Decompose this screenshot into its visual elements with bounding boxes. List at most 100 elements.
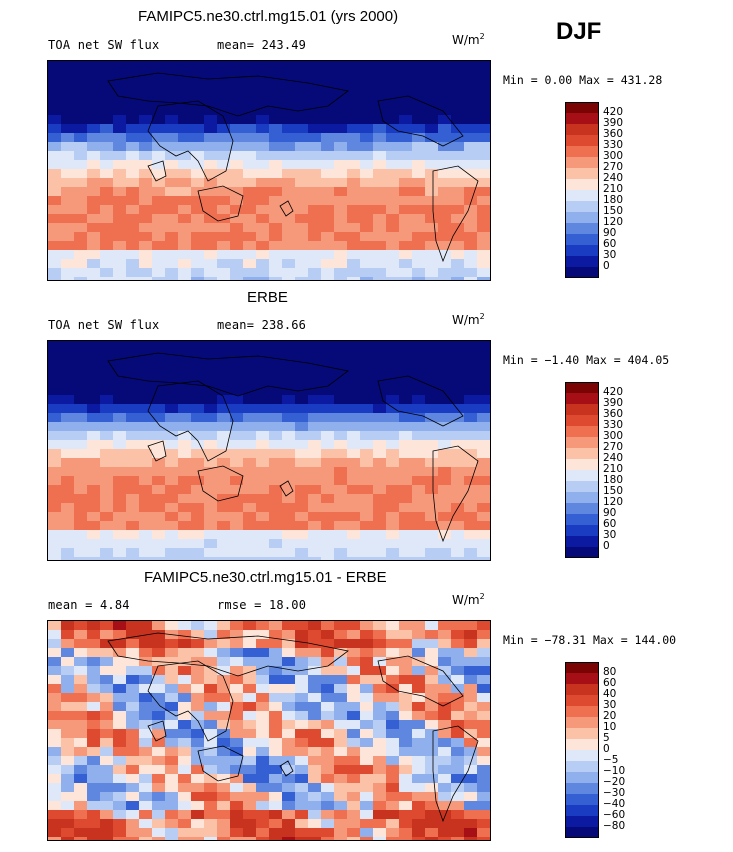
colorbar-swatch: [565, 190, 599, 201]
colorbar-tick-label: −5: [603, 754, 619, 766]
colorbar-tick-label: 240: [603, 452, 624, 464]
colorbar-tick-label: 300: [603, 430, 624, 442]
panel3-map: [47, 620, 491, 841]
panel2-field-svg: [48, 341, 490, 560]
colorbar-swatch: [565, 717, 599, 728]
colorbar-swatch: [565, 168, 599, 179]
colorbar-swatch: [565, 772, 599, 783]
colorbar-tick-label: 330: [603, 419, 624, 431]
colorbar-swatch: [565, 695, 599, 706]
panel1-title: FAMIPC5.ne30.ctrl.mg15.01 (yrs 2000): [138, 8, 399, 25]
coastline: [377, 375, 464, 427]
colorbar-tick-label: 180: [603, 194, 624, 206]
coastline: [279, 760, 294, 777]
coastline: [432, 725, 479, 823]
colorbar-tick-label: 240: [603, 172, 624, 184]
panel1-mean-label: mean= 243.49: [217, 38, 307, 52]
colorbar-tick-label: 0: [603, 540, 610, 552]
colorbar-swatch: [565, 382, 599, 393]
colorbar-swatch: [565, 201, 599, 212]
colorbar-tick-label: 60: [603, 518, 617, 530]
colorbar-tick-label: 150: [603, 205, 624, 217]
coastline: [147, 160, 167, 182]
colorbar-swatch: [565, 805, 599, 816]
colorbar-tick-label: 60: [603, 238, 617, 250]
colorbar-tick-label: 300: [603, 150, 624, 162]
colorbar-swatch: [565, 415, 599, 426]
colorbar-swatch: [565, 684, 599, 695]
colorbar-tick-label: 60: [603, 677, 617, 689]
coastline: [147, 100, 234, 182]
colorbar-swatch: [565, 179, 599, 190]
colorbar-tick-label: 210: [603, 183, 624, 195]
colorbar-swatch: [565, 750, 599, 761]
colorbar-swatch: [565, 245, 599, 256]
panel1-field-svg: [48, 61, 490, 280]
panel3-rmse-value: 18.00: [269, 598, 307, 612]
panel1-colorbar-ticks: 420 390 360 330 300 270 240 210 180 150 120 90 60 30 0: [603, 102, 624, 272]
coastline: [197, 465, 244, 502]
colorbar-tick-label: 180: [603, 474, 624, 486]
colorbar-tick-label: 30: [603, 249, 617, 261]
panel3-minmax: Min = −78.31 Max = 144.00: [503, 633, 677, 647]
colorbar-swatch: [565, 437, 599, 448]
colorbar-tick-label: 0: [603, 743, 610, 755]
coastline: [107, 72, 349, 117]
colorbar-swatch: [565, 492, 599, 503]
colorbar-tick-label: 360: [603, 128, 624, 140]
colorbar-swatch: [565, 256, 599, 267]
colorbar-tick-label: 150: [603, 485, 624, 497]
colorbar-tick-label: −20: [603, 776, 626, 788]
colorbar-swatch: [565, 393, 599, 404]
panel1-units: W/m2: [452, 32, 485, 48]
colorbar-tick-label: 120: [603, 496, 624, 508]
panel3-mean-value: 4.84: [100, 598, 130, 612]
colorbar-tick-label: 390: [603, 117, 624, 129]
colorbar-swatch: [565, 525, 599, 536]
coastline: [197, 185, 244, 222]
panel2-units: W/m2: [452, 312, 485, 328]
colorbar-tick-label: 270: [603, 441, 624, 453]
coastline: [147, 660, 234, 742]
colorbar-tick-label: 390: [603, 397, 624, 409]
colorbar-swatch: [565, 728, 599, 739]
colorbar-swatch: [565, 113, 599, 124]
colorbar-tick-label: 30: [603, 529, 617, 541]
panel3-field-svg: [48, 621, 490, 840]
colorbar-tick-label: −80: [603, 820, 626, 832]
colorbar-swatch: [565, 761, 599, 772]
colorbar-tick-label: 40: [603, 688, 617, 700]
colorbar-swatch: [565, 234, 599, 245]
colorbar-tick-label: 420: [603, 106, 624, 118]
coastline: [107, 632, 349, 677]
panel2-field-label: TOA net SW flux: [48, 318, 160, 332]
coastline: [197, 745, 244, 782]
panel2-colorbar-ticks: 420 390 360 330 300 270 240 210 180 150 120 90 60 30 0: [603, 382, 624, 552]
colorbar-tick-label: 420: [603, 386, 624, 398]
panel1-mean-value: 243.49: [261, 38, 307, 52]
colorbar-swatch: [565, 223, 599, 234]
colorbar-tick-label: 330: [603, 139, 624, 151]
panel1-colorbar: [565, 102, 599, 278]
colorbar-tick-label: 120: [603, 216, 624, 228]
colorbar-swatch: [565, 404, 599, 415]
panel2-mean-label: mean= 238.66: [217, 318, 307, 332]
panel2-mean-value: 238.66: [261, 318, 307, 332]
colorbar-swatch: [565, 470, 599, 481]
coastline: [147, 720, 167, 742]
colorbar-tick-label: −10: [603, 765, 626, 777]
colorbar-tick-label: 90: [603, 507, 617, 519]
panel2-title: ERBE: [247, 289, 288, 306]
colorbar-tick-label: 30: [603, 699, 617, 711]
coastline: [279, 200, 294, 217]
season-label: DJF: [556, 18, 602, 45]
panel3-units: W/m2: [452, 592, 485, 608]
colorbar-tick-label: 360: [603, 408, 624, 420]
colorbar-swatch: [565, 146, 599, 157]
colorbar-swatch: [565, 157, 599, 168]
panel3-rmse-label: rmse = 18.00: [217, 598, 307, 612]
coastline: [279, 480, 294, 497]
colorbar-swatch: [565, 739, 599, 750]
panel1-map: [47, 60, 491, 281]
panel3-title: FAMIPC5.ne30.ctrl.mg15.01 - ERBE: [144, 569, 387, 586]
